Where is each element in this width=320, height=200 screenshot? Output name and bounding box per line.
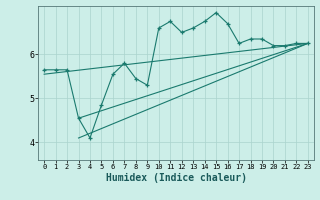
X-axis label: Humidex (Indice chaleur): Humidex (Indice chaleur): [106, 173, 246, 183]
